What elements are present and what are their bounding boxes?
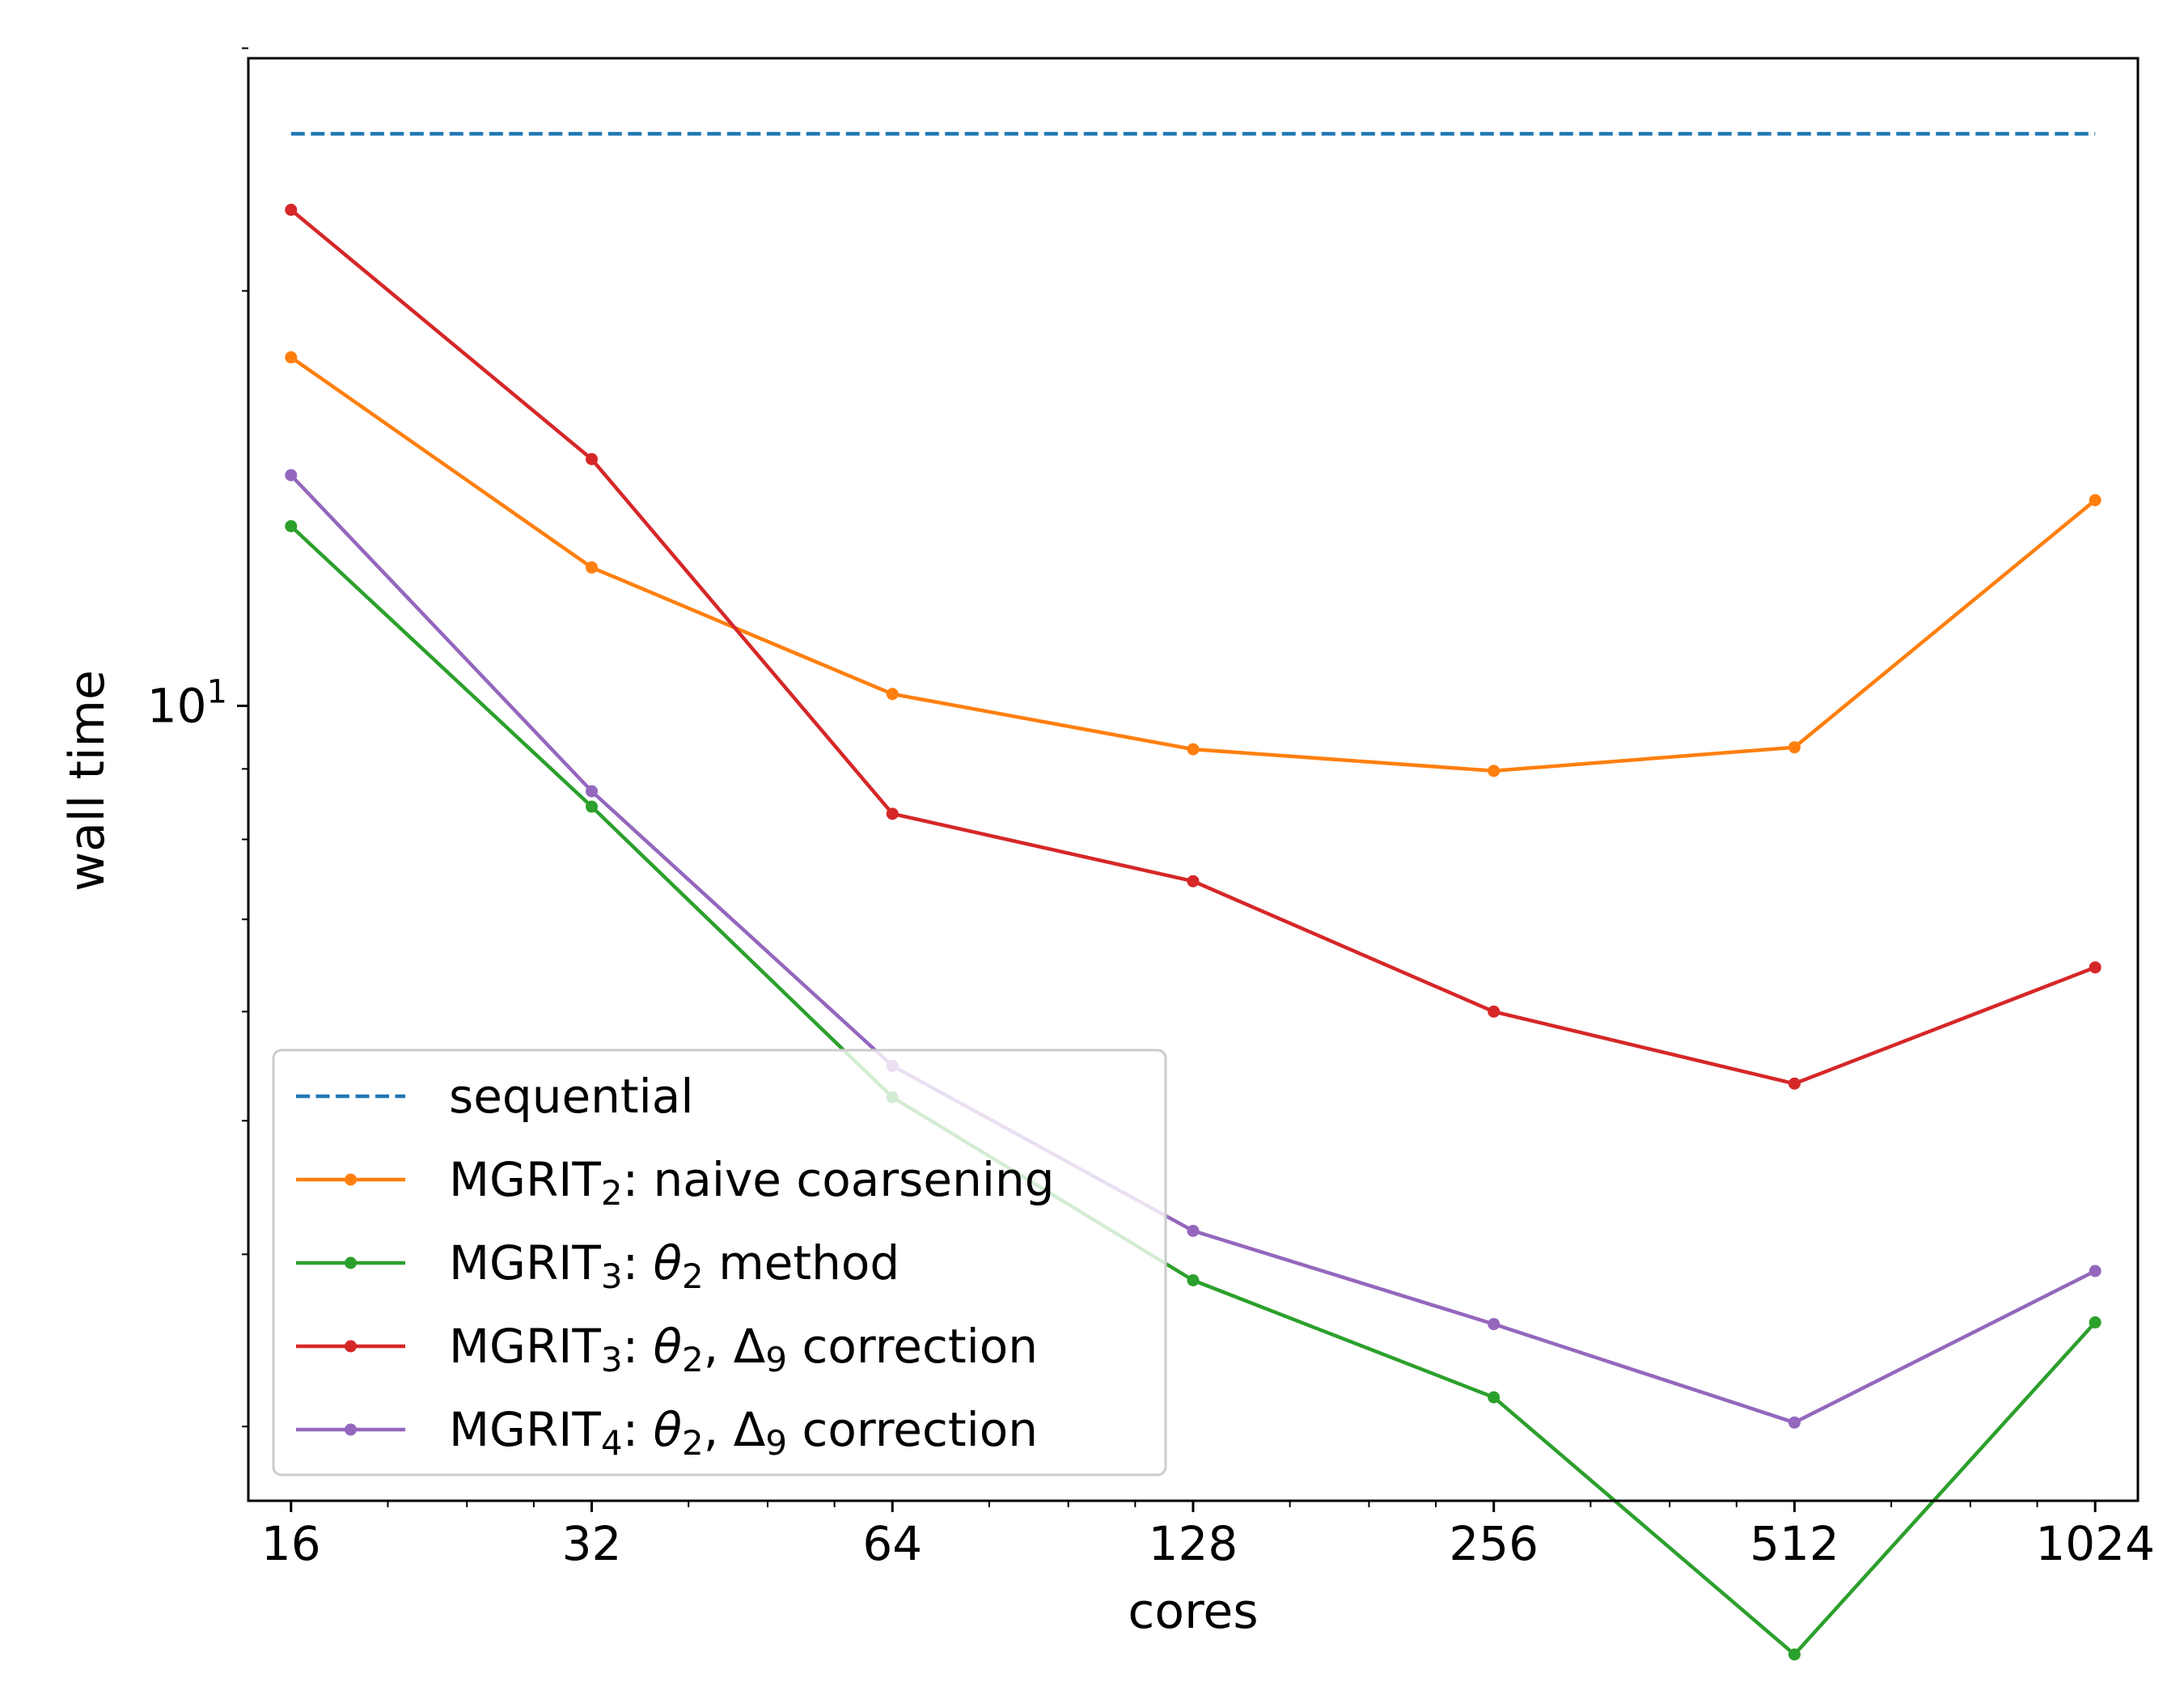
data-point-mgrit3-theta2	[2089, 1316, 2101, 1329]
legend-label-mgrit4-theta2-delta9-part: 2	[682, 1423, 704, 1463]
legend-label-mgrit3-theta2-part: θ	[654, 1235, 683, 1290]
legend-label-mgrit4-theta2-delta9-part: 9	[765, 1423, 787, 1463]
legend-label-mgrit4-theta2-delta9: MGRIT4: θ2, Δ9 correction	[449, 1402, 1038, 1463]
legend-entry-mgrit3-theta2-delta9: MGRIT3: θ2, Δ9 correction	[296, 1319, 1038, 1379]
data-point-mgrit3-theta2	[1788, 1648, 1801, 1661]
legend-marker-mgrit2-naive	[345, 1173, 357, 1186]
legend-label-mgrit3-theta2-delta9: MGRIT3: θ2, Δ9 correction	[449, 1319, 1038, 1379]
data-point-mgrit4-theta2-delta9	[1788, 1416, 1801, 1429]
legend-entry-mgrit3-theta2: MGRIT3: θ2 method	[296, 1235, 899, 1296]
series-mgrit2-naive	[285, 351, 2101, 777]
legend-label-mgrit4-theta2-delta9-part: θ	[654, 1402, 683, 1457]
x-tick-label: 256	[1449, 1516, 1539, 1571]
legend-label-mgrit3-theta2-part: 3	[601, 1256, 623, 1296]
data-point-mgrit2-naive	[886, 688, 899, 701]
y-axis-label: wall time	[59, 670, 116, 892]
legend-label-sequential-part: sequential	[449, 1069, 693, 1124]
x-tick-label: 32	[562, 1516, 622, 1571]
legend-marker-mgrit3-theta2-delta9	[345, 1340, 357, 1353]
legend-label-mgrit2-naive-part: : naive coarsening	[623, 1152, 1055, 1207]
data-point-mgrit3-theta2	[1187, 1273, 1200, 1286]
legend-marker-mgrit4-theta2-delta9	[345, 1423, 357, 1436]
data-point-mgrit3-theta2-delta9	[1187, 875, 1200, 888]
legend-label-mgrit3-theta2-delta9-part: , Δ	[704, 1319, 766, 1374]
legend-label-mgrit2-naive-part: MGRIT	[449, 1152, 601, 1207]
data-point-mgrit3-theta2	[1488, 1391, 1500, 1404]
legend-entry-sequential: sequential	[296, 1069, 693, 1124]
legend-label-mgrit4-theta2-delta9-part: MGRIT	[449, 1402, 601, 1457]
series-line-mgrit3-theta2-delta9	[289, 208, 2097, 1086]
legend-entry-mgrit2-naive: MGRIT2: naive coarsening	[296, 1152, 1055, 1213]
legend-label-mgrit3-theta2-delta9-part: correction	[787, 1319, 1038, 1374]
x-tick-label: 16	[261, 1516, 321, 1571]
data-point-mgrit4-theta2-delta9	[586, 785, 599, 798]
legend-label-mgrit2-naive-part: 2	[601, 1173, 623, 1213]
y-tick-exponent: 1	[207, 673, 227, 710]
data-point-mgrit3-theta2-delta9	[586, 452, 599, 465]
series-line-mgrit2-naive	[289, 355, 2097, 773]
legend-label-mgrit3-theta2-delta9-part: 2	[682, 1340, 704, 1379]
data-point-mgrit3-theta2-delta9	[2089, 961, 2101, 974]
data-point-mgrit2-naive	[1788, 741, 1801, 754]
legend-label-mgrit3-theta2-part: method	[704, 1235, 899, 1290]
legend-entry-mgrit4-theta2-delta9: MGRIT4: θ2, Δ9 correction	[296, 1402, 1038, 1463]
data-point-mgrit3-theta2-delta9	[1788, 1077, 1801, 1090]
legend-label-mgrit3-theta2-delta9-part: :	[623, 1319, 654, 1374]
data-point-mgrit2-naive	[1488, 765, 1500, 777]
data-point-mgrit4-theta2-delta9	[285, 468, 298, 481]
series-layer	[285, 132, 2101, 1661]
legend-label-mgrit4-theta2-delta9-part: , Δ	[704, 1402, 766, 1457]
data-point-mgrit3-theta2-delta9	[886, 807, 899, 820]
data-point-mgrit3-theta2	[586, 800, 599, 813]
data-point-mgrit2-naive	[1187, 743, 1200, 756]
data-point-mgrit4-theta2-delta9	[2089, 1265, 2101, 1277]
series-mgrit3-theta2-delta9	[285, 203, 2101, 1090]
legend-label-mgrit3-theta2-part: 2	[682, 1256, 704, 1296]
data-point-mgrit2-naive	[285, 351, 298, 364]
data-point-mgrit3-theta2-delta9	[285, 203, 298, 216]
x-tick-label: 128	[1149, 1516, 1238, 1571]
x-axis: 16 32 64 128 256 512 1024	[261, 1501, 2155, 1571]
data-point-mgrit4-theta2-delta9	[1187, 1224, 1200, 1237]
x-tick-label: 512	[1750, 1516, 1839, 1571]
y-tick-label: 101	[147, 673, 227, 733]
legend-label-mgrit3-theta2-delta9-part: 3	[601, 1340, 623, 1379]
legend-marker-mgrit3-theta2	[345, 1256, 357, 1269]
data-point-mgrit3-theta2-delta9	[1488, 1005, 1500, 1018]
series-mgrit4-theta2-delta9	[285, 468, 2101, 1429]
legend-label-mgrit4-theta2-delta9-part: :	[623, 1402, 654, 1457]
x-axis-label: cores	[1128, 1583, 1258, 1640]
legend-label-mgrit2-naive: MGRIT2: naive coarsening	[449, 1152, 1055, 1213]
y-axis: 101	[147, 47, 248, 1428]
legend-label-mgrit3-theta2-delta9-part: MGRIT	[449, 1319, 601, 1374]
x-tick-label: 1024	[2035, 1516, 2155, 1571]
legend-box	[272, 1049, 1167, 1477]
x-tick-label: 64	[862, 1516, 922, 1571]
legend-label-sequential: sequential	[449, 1069, 693, 1124]
data-point-mgrit4-theta2-delta9	[1488, 1318, 1500, 1331]
data-point-mgrit3-theta2	[285, 519, 298, 532]
legend-label-mgrit3-theta2-part: :	[623, 1235, 654, 1290]
legend-label-mgrit3-theta2-delta9-part: θ	[654, 1319, 683, 1374]
legend-label-mgrit4-theta2-delta9-part: 4	[601, 1423, 623, 1463]
legend-label-mgrit3-theta2: MGRIT3: θ2 method	[449, 1235, 899, 1296]
legend-label-mgrit3-theta2-delta9-part: 9	[765, 1340, 787, 1379]
y-tick-base: 10	[147, 678, 207, 733]
data-point-mgrit2-naive	[2089, 494, 2101, 506]
legend-label-mgrit4-theta2-delta9-part: correction	[787, 1402, 1038, 1457]
data-point-mgrit2-naive	[586, 561, 599, 574]
legend-label-mgrit3-theta2-part: MGRIT	[449, 1235, 601, 1290]
